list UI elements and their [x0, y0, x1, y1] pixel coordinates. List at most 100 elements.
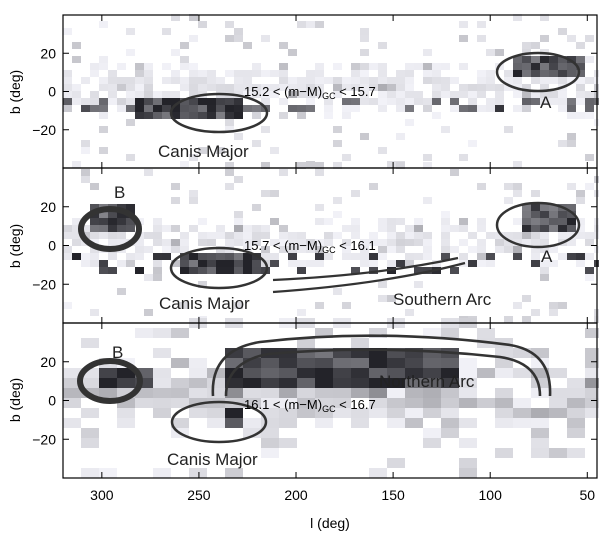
heatmap-cell	[324, 98, 333, 105]
heatmap-cell	[459, 239, 468, 246]
heatmap-cell	[108, 211, 117, 218]
heatmap-cell	[225, 98, 234, 105]
heatmap-cell	[198, 218, 207, 225]
heatmap-cell	[297, 105, 306, 112]
heatmap-cell	[108, 239, 117, 246]
heatmap-cell	[333, 63, 342, 70]
heatmap-cell	[243, 84, 252, 91]
heatmap-cell	[90, 63, 99, 70]
heatmap-cell	[234, 302, 243, 309]
heatmap-cell	[189, 225, 198, 232]
heatmap-cell	[351, 77, 360, 84]
heatmap-cell	[306, 84, 315, 91]
heatmap-cell	[522, 232, 531, 239]
heatmap-cell	[477, 328, 495, 338]
heatmap-cell	[333, 197, 342, 204]
heatmap-cell	[99, 63, 108, 70]
heatmap-cell	[576, 197, 585, 204]
heatmap-cell	[513, 14, 522, 21]
heatmap-cell	[531, 98, 540, 105]
heatmap-cell	[243, 260, 252, 267]
heatmap-cell	[225, 378, 243, 388]
heatmap-cell	[288, 260, 297, 267]
heatmap-cell	[153, 260, 162, 267]
heatmap-cell	[558, 91, 567, 98]
heatmap-cell	[477, 91, 486, 98]
heatmap-cell	[144, 112, 153, 119]
heatmap-cell	[279, 378, 297, 388]
heatmap-cell	[297, 358, 315, 368]
heatmap-cell	[477, 218, 486, 225]
heatmap-cell	[144, 246, 153, 253]
heatmap-cell	[279, 169, 288, 176]
heatmap-cell	[495, 105, 504, 112]
heatmap-cell	[423, 49, 432, 56]
heatmap-cell	[585, 408, 599, 418]
heatmap-cell	[126, 218, 135, 225]
heatmap-cell	[495, 398, 513, 408]
heatmap-cell	[261, 368, 279, 378]
label-northern-arc: Northern Arc	[379, 372, 475, 391]
heatmap-cell	[450, 246, 459, 253]
heatmap-cell	[504, 316, 513, 323]
heatmap-cell	[225, 260, 234, 267]
panel-middle	[63, 162, 599, 323]
heatmap-cell	[387, 295, 396, 302]
heatmap-cell	[333, 288, 342, 295]
heatmap-cell	[216, 253, 225, 260]
heatmap-cell	[108, 225, 117, 232]
southern-arc-outline-inner	[272, 261, 466, 294]
heatmap-cell	[378, 84, 387, 91]
heatmap-cell	[477, 225, 486, 232]
heatmap-cell	[576, 63, 585, 70]
heatmap-cell	[567, 211, 576, 218]
heatmap-cell	[180, 112, 189, 119]
heatmap-cell	[261, 190, 270, 197]
heatmap-cell	[522, 225, 531, 232]
heatmap-cell	[351, 378, 369, 388]
heatmap-cell	[135, 267, 144, 274]
ellipse-b-middle	[78, 206, 142, 252]
heatmap-cell	[441, 84, 450, 91]
heatmap-cell	[405, 91, 414, 98]
heatmap-cell	[63, 84, 72, 91]
heatmap-cell	[531, 309, 540, 316]
heatmap-cell	[171, 378, 189, 388]
label-a-top: A	[540, 93, 552, 112]
heatmap-cell	[423, 368, 441, 378]
heatmap-cell	[198, 112, 207, 119]
heatmap-cell	[225, 348, 243, 358]
heatmap-cell	[540, 218, 549, 225]
heatmap-cell	[279, 225, 288, 232]
heatmap-cell	[450, 91, 459, 98]
heatmap-cell	[81, 140, 90, 147]
heatmap-cell	[522, 63, 531, 70]
heatmap-cell	[387, 458, 405, 468]
heatmap-cell	[270, 260, 279, 267]
heatmap-cell	[396, 246, 405, 253]
heatmap-cell	[558, 253, 567, 260]
heatmap-cell	[351, 388, 369, 398]
heatmap-cell	[405, 309, 414, 316]
heatmap-cell	[225, 253, 234, 260]
heatmap-cell	[360, 70, 369, 77]
heatmap-cell	[333, 388, 351, 398]
heatmap-cell	[405, 98, 414, 105]
heatmap-cell	[171, 246, 180, 253]
heatmap-cell	[99, 468, 117, 478]
heatmap-cell	[63, 98, 72, 105]
heatmap-cell	[225, 112, 234, 119]
heatmap-cell	[405, 84, 414, 91]
heatmap-cell	[378, 225, 387, 232]
heatmap-cell	[423, 154, 432, 161]
heatmap-cell	[135, 328, 153, 338]
heatmap-cell	[414, 63, 423, 70]
heatmap-cell	[261, 70, 270, 77]
heatmap-cell	[405, 63, 414, 70]
heatmap-cell	[315, 378, 333, 388]
heatmap-cell	[585, 98, 594, 105]
heatmap-cell	[423, 246, 432, 253]
heatmap-cell	[558, 211, 567, 218]
heatmap-cell	[549, 63, 558, 70]
heatmap-cell	[342, 246, 351, 253]
